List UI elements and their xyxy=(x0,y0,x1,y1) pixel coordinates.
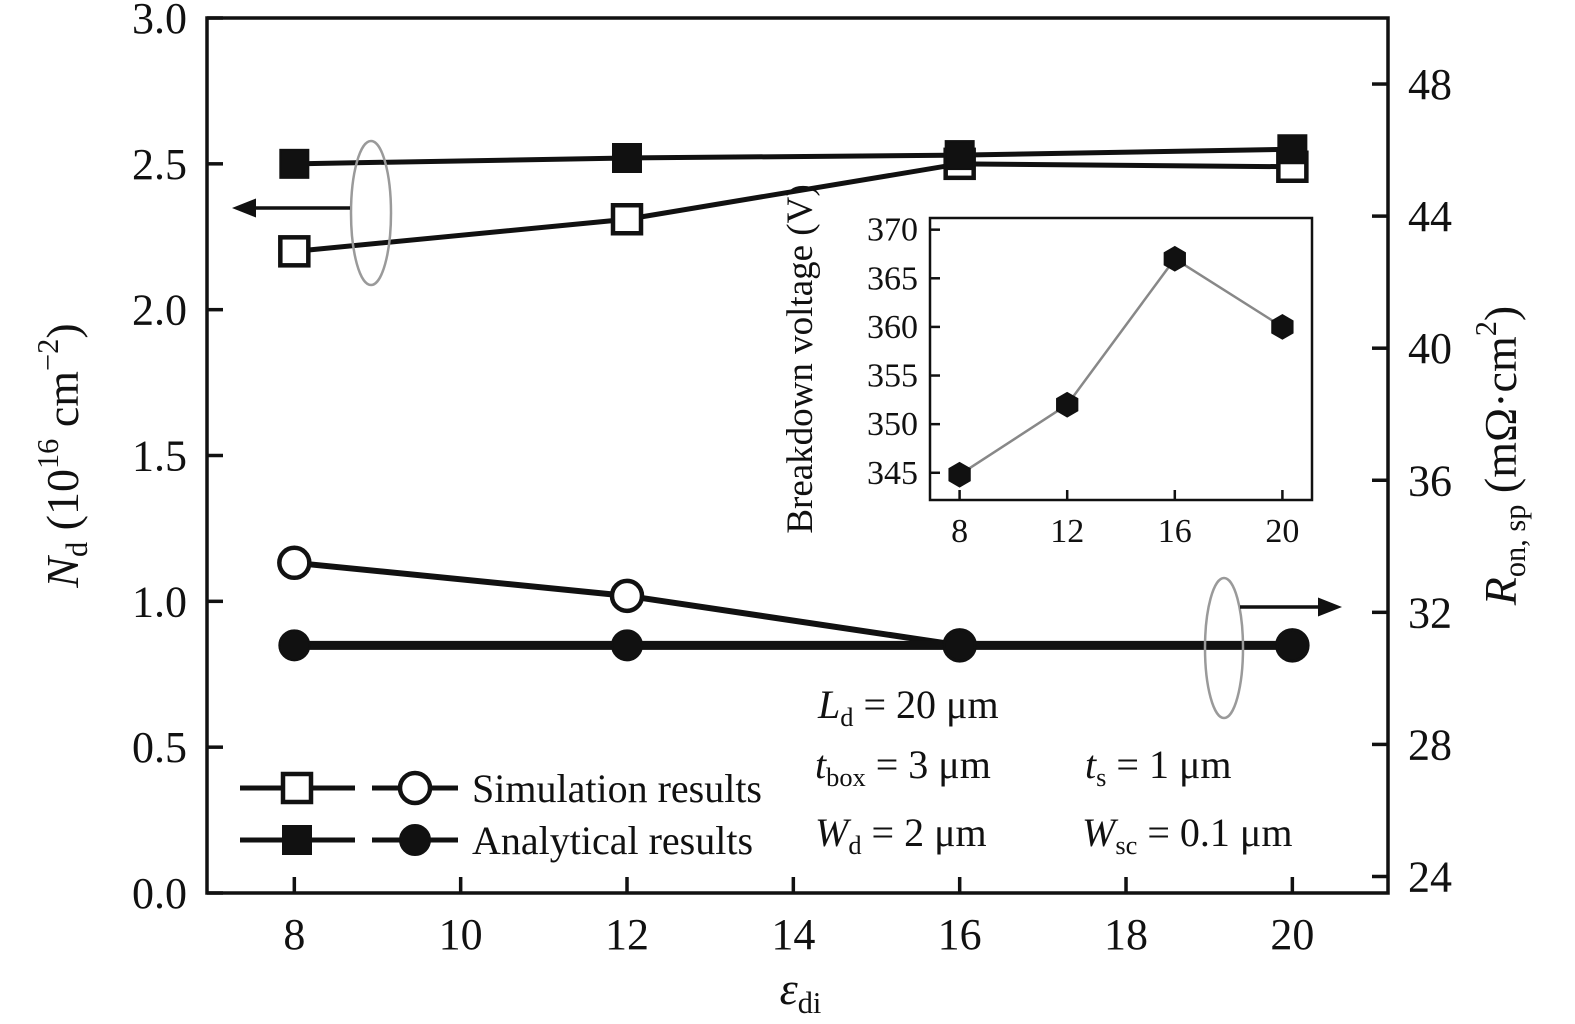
nd-simulation-marker xyxy=(278,235,311,268)
left-tick-label: 2.0 xyxy=(132,285,187,334)
inset-y-tick-label: 350 xyxy=(867,406,918,443)
x-tick-label: 10 xyxy=(439,910,483,959)
left-arrow-head xyxy=(232,198,256,218)
left-tick-label: 2.5 xyxy=(132,139,187,188)
right-tick-label: 40 xyxy=(1408,324,1452,373)
left-tick-label: 0.5 xyxy=(132,723,187,772)
ron-analytical-marker xyxy=(1276,629,1309,662)
right-tick-label: 24 xyxy=(1408,852,1452,901)
inset-x-tick-label: 16 xyxy=(1158,513,1192,550)
inset-chart: 345 350 355 360 365 370 8 12 16 20 Breakdown volta… xyxy=(780,184,1314,550)
inset-y-axis-title: Breakdown voltage (V) xyxy=(780,184,821,533)
right-arrow-head xyxy=(1318,597,1342,617)
main-series xyxy=(277,134,1310,663)
legend-circle-filled xyxy=(399,824,431,856)
nd-analytical-marker xyxy=(279,148,310,179)
annotation-text: Wd = 2 μm xyxy=(815,810,987,860)
breakdown-voltage-marker xyxy=(1163,245,1186,272)
legend-square-filled xyxy=(282,825,312,855)
x-tick-label: 18 xyxy=(1104,910,1148,959)
legend-label: Analytical results xyxy=(472,818,753,863)
x-tick-label: 12 xyxy=(605,910,649,959)
nd-simulation-marker xyxy=(610,203,644,236)
breakdown-voltage-marker xyxy=(948,461,971,488)
inset-x-tick-label: 8 xyxy=(951,513,968,550)
inset-x-tick-label: 12 xyxy=(1050,513,1084,550)
annotation-text: Ld = 20 μm xyxy=(817,682,999,732)
x-tick-label: 8 xyxy=(283,910,305,959)
ron-analytical-marker xyxy=(943,629,976,662)
annotation-text: ts = 1 μm xyxy=(1085,742,1232,792)
nd-analytical-marker xyxy=(612,143,643,173)
ron-simulation-marker xyxy=(609,578,645,614)
annotation-text: Wsc = 0.1 μm xyxy=(1082,810,1292,860)
breakdown-voltage-line xyxy=(958,257,1284,476)
inset-x-tick-label: 20 xyxy=(1265,513,1299,550)
right-tick-label: 36 xyxy=(1408,456,1452,505)
squares-group-ellipse xyxy=(349,139,393,287)
right-tick-label: 44 xyxy=(1408,192,1452,241)
circles-group-ellipse xyxy=(1203,576,1245,720)
nd-analytical-marker xyxy=(944,140,975,171)
left-tick-label: 0.0 xyxy=(132,869,187,918)
axis-indicators xyxy=(232,139,1342,720)
parameter-annotations: Ld = 20 μm tbox = 3 μm ts = 1 μm Wd = 2 μm W… xyxy=(815,682,1292,860)
inset-y-tick-label: 355 xyxy=(867,357,918,394)
right-tick-label: 32 xyxy=(1408,588,1452,637)
inset-y-tick-label: 365 xyxy=(867,260,918,297)
right-tick-label: 48 xyxy=(1408,60,1452,109)
ron-analytical-marker xyxy=(611,629,644,662)
nd-analytical-marker xyxy=(1277,134,1308,165)
legend-square-open xyxy=(280,771,314,805)
breakdown-voltage-marker xyxy=(1271,314,1294,340)
inset-y-tick-label: 360 xyxy=(867,308,918,345)
nd-simulation-line xyxy=(294,161,1293,254)
inset-y-tick-label: 370 xyxy=(867,211,918,248)
x-tick-label: 14 xyxy=(771,910,815,959)
right-axis-title: Ron, sp (mΩ·cm2) xyxy=(1469,306,1532,606)
legend-circle-open xyxy=(397,770,433,806)
legend: Simulation results Analytical results xyxy=(240,766,762,863)
right-tick-label: 28 xyxy=(1408,720,1452,769)
ron-simulation-marker xyxy=(277,545,312,581)
breakdown-voltage-marker xyxy=(1056,391,1079,418)
annotation-text: tbox = 3 μm xyxy=(815,742,991,792)
x-axis-title: εdi xyxy=(780,963,822,1020)
left-tick-label: 3.0 xyxy=(132,0,187,43)
x-tick-label: 16 xyxy=(938,910,982,959)
x-tick-label: 20 xyxy=(1270,910,1314,959)
main-axes: 0.0 0.5 1.0 1.5 2.0 2.5 3.0 24 28 32 36 40 44 48 8 10 12… xyxy=(132,0,1452,959)
left-axis-title: Nd (1016 cm−2) xyxy=(31,323,94,588)
nd-analytical-line xyxy=(294,146,1293,167)
left-tick-label: 1.0 xyxy=(132,577,187,626)
axis-titles: Nd (1016 cm−2) Ron, sp (mΩ·cm2) εdi xyxy=(31,306,1532,1020)
inset-y-tick-label: 345 xyxy=(867,454,918,491)
ron-analytical-marker xyxy=(278,629,311,662)
left-tick-label: 1.5 xyxy=(132,431,187,480)
legend-label: Simulation results xyxy=(472,766,762,811)
